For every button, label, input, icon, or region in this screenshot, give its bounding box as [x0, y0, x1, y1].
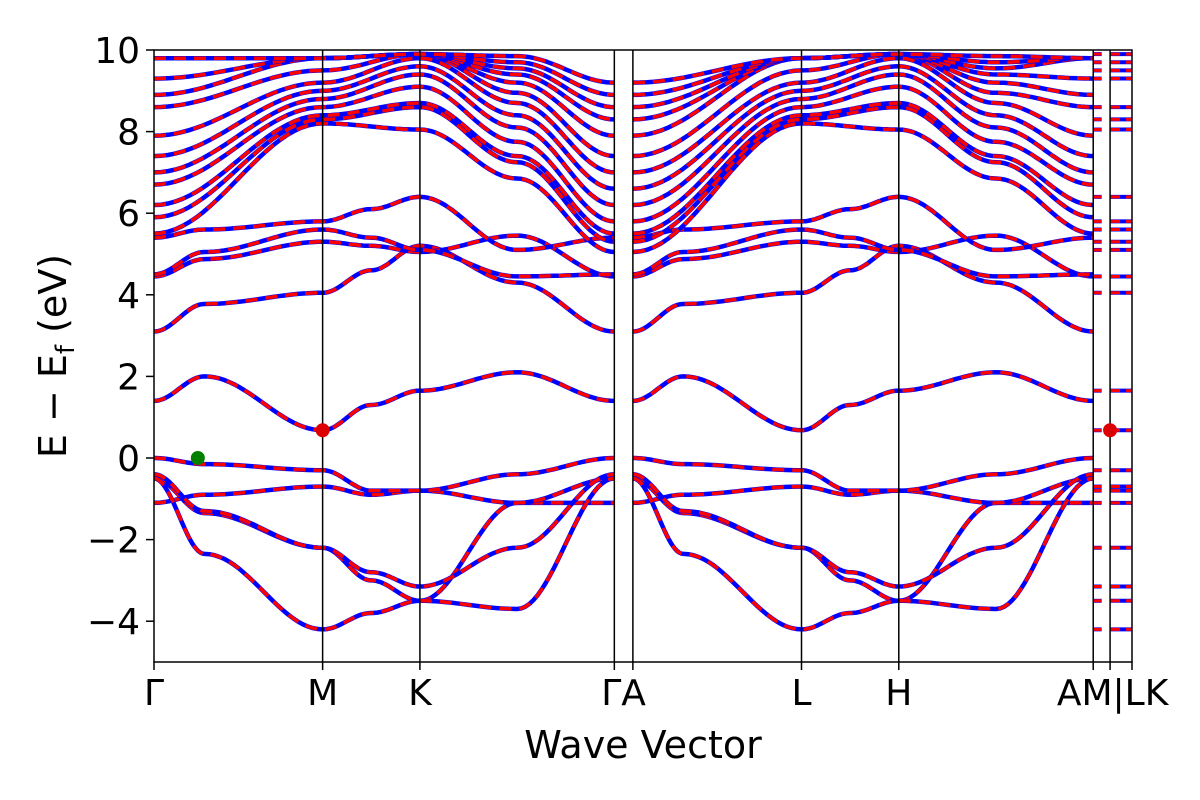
band-line-fit [154, 101, 615, 236]
band-line-fit [154, 370, 615, 433]
band-edge-marker [1103, 423, 1118, 438]
band-line-fit [154, 56, 615, 175]
band-line-dft [154, 243, 615, 334]
band-line-dft [632, 243, 1094, 334]
y-axis-ticks: −4 −2 0 2 4 6 8 10 [87, 31, 154, 643]
y-axis-label-sub: f [51, 344, 81, 354]
band-line-fit [154, 195, 615, 252]
x-axis-ticks: Γ M K ΓA L H AM|LK [144, 662, 1170, 714]
band-line-dft [632, 370, 1094, 433]
band-line-dft [154, 227, 615, 279]
bands-layer [154, 51, 1132, 632]
y-tick-label: 0 [117, 439, 140, 480]
y-tick-label: 10 [94, 31, 140, 72]
kpoint-label: H [885, 673, 912, 714]
band-line-fit [632, 233, 1094, 279]
band-line-dft [154, 100, 615, 236]
band-edge-markers [190, 423, 1118, 465]
y-axis-label-unit: (eV) [31, 254, 75, 345]
y-tick-label: −2 [87, 521, 140, 562]
kpoint-label: ΓA [601, 673, 646, 714]
band-edge-marker [190, 451, 205, 465]
band-line-fit [632, 121, 1094, 254]
kpoint-label: K [408, 673, 433, 714]
band-line-fit [154, 105, 615, 244]
band-line-fit [632, 195, 1094, 252]
y-tick-label: 4 [117, 276, 140, 317]
band-line-fit [632, 52, 1094, 109]
x-axis-label: Wave Vector [524, 723, 762, 767]
y-axis-label: E − Ef (eV) [31, 254, 81, 458]
band-line-fit [632, 370, 1094, 433]
band-line-dft [154, 370, 615, 433]
kpoint-label: M [307, 673, 338, 714]
y-tick-label: −4 [87, 602, 140, 643]
band-line-fit [154, 476, 615, 632]
band-line-fit [632, 456, 1094, 493]
band-line-fit [632, 105, 1094, 244]
kpoint-label: Γ [144, 673, 164, 714]
band-line-dft [632, 227, 1094, 279]
kpoint-label: L [791, 673, 811, 714]
y-tick-label: 6 [117, 194, 140, 235]
band-line-fit [632, 52, 1094, 122]
band-line-fit [154, 233, 615, 279]
y-tick-label: 2 [117, 357, 140, 398]
band-line-fit [632, 227, 1094, 279]
kpoint-lines [321, 50, 1111, 662]
band-edge-marker [315, 423, 330, 438]
band-line-fit [632, 476, 1094, 632]
band-line-fit [154, 456, 615, 493]
band-line-fit [154, 227, 615, 279]
band-line-fit [154, 472, 615, 589]
kpoint-label: AM|LK [1057, 673, 1170, 714]
y-axis-label-main: E − E [31, 354, 75, 458]
band-line-fit [632, 472, 1094, 589]
y-tick-label: 8 [117, 113, 140, 154]
plot-frame [153, 49, 1133, 663]
